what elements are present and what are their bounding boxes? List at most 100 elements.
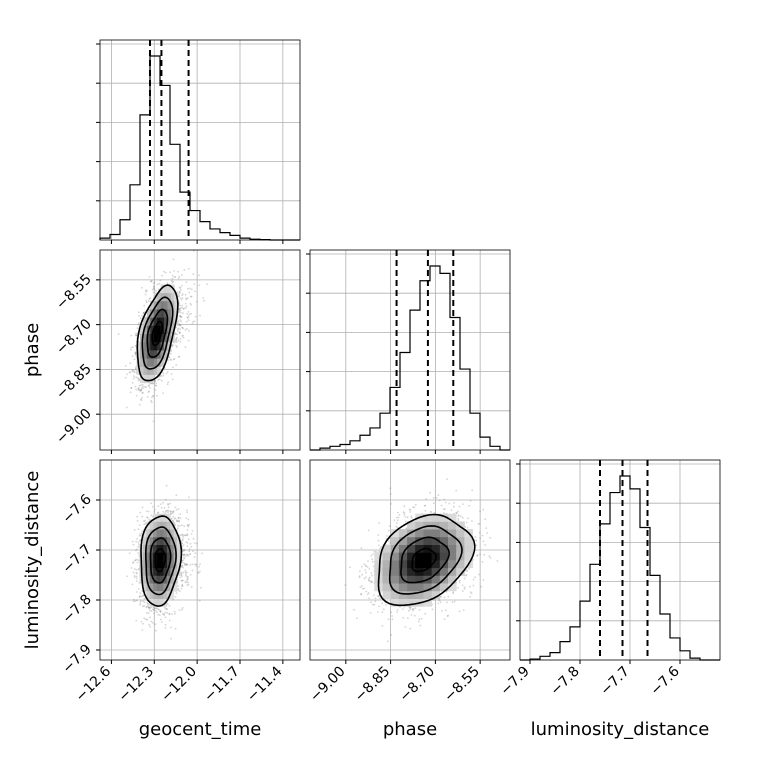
sample-point (187, 581, 189, 584)
sample-point (169, 502, 171, 505)
sample-point (152, 607, 155, 609)
sample-point (389, 542, 391, 544)
sample-point (178, 519, 181, 522)
sample-point (143, 304, 146, 307)
sample-point (146, 516, 148, 519)
sample-point (181, 608, 183, 611)
sample-point (136, 548, 138, 551)
sample-point (150, 280, 153, 282)
sample-point (147, 603, 149, 605)
sample-point (176, 520, 178, 523)
sample-point (178, 355, 181, 358)
sample-point (187, 311, 190, 313)
sample-point (173, 237, 175, 239)
sample-point (130, 567, 133, 569)
samples-phase-luminosity_distance (344, 478, 499, 643)
density-cell (160, 552, 164, 561)
density-cell (170, 544, 175, 553)
sample-point (181, 575, 183, 578)
sample-point (162, 374, 165, 377)
sample-point (186, 578, 189, 581)
sample-point (185, 534, 188, 536)
sample-point (160, 506, 163, 509)
sample-point (131, 382, 134, 384)
sample-point (190, 545, 193, 548)
sample-point (117, 333, 120, 335)
sample-point (164, 623, 167, 626)
density-cell (143, 317, 148, 326)
density-cell (142, 560, 147, 569)
sample-point (141, 590, 144, 592)
sample-point (155, 629, 157, 632)
sample-point (148, 623, 151, 626)
sample-point (135, 332, 137, 335)
sample-point (185, 553, 188, 556)
sample-point (179, 309, 182, 312)
sample-point (164, 627, 167, 629)
sample-point (133, 370, 135, 373)
sample-point (193, 556, 196, 558)
sample-point (182, 566, 185, 569)
sample-point (173, 610, 176, 613)
sample-point (167, 359, 170, 361)
sample-point (177, 270, 180, 273)
sample-point (148, 298, 151, 300)
sample-point (184, 569, 187, 572)
density-cell (153, 590, 157, 599)
sample-point (179, 590, 181, 592)
sample-point (187, 268, 190, 270)
sample-point (135, 334, 138, 337)
sample-point (170, 373, 173, 375)
sample-point (179, 525, 181, 527)
sample-point (199, 314, 201, 317)
sample-point (145, 606, 148, 608)
sample-point (187, 287, 189, 290)
sample-point (185, 571, 188, 574)
sample-point (187, 583, 190, 586)
sample-point (138, 315, 140, 317)
sample-point (203, 299, 205, 302)
sample-point (182, 556, 185, 559)
density-cell (167, 292, 172, 302)
sample-point (184, 571, 187, 574)
sample-point (139, 592, 142, 595)
sample-point (177, 277, 180, 280)
sample-point (190, 312, 192, 315)
sample-point (188, 291, 191, 294)
sample-point (156, 283, 159, 286)
density-cell (153, 583, 157, 592)
sample-point (153, 288, 156, 291)
sample-point (153, 612, 155, 615)
density-cell (173, 567, 178, 576)
sample-point (187, 518, 190, 521)
sample-point (177, 339, 180, 342)
density-cell (149, 560, 154, 569)
sample-point (152, 287, 155, 290)
sample-point (135, 388, 138, 391)
density-cell (143, 374, 148, 384)
sample-point (140, 534, 142, 537)
sample-point (179, 297, 182, 299)
sample-point (148, 518, 151, 521)
density-cell (160, 513, 164, 522)
sample-point (134, 351, 137, 353)
sample-point (185, 297, 188, 300)
density-cell (149, 575, 154, 584)
density-cell (157, 341, 161, 351)
sample-point (466, 569, 469, 572)
sample-point (138, 540, 141, 542)
sample-point (150, 514, 153, 517)
sample-point (189, 287, 191, 290)
density-cell (146, 333, 151, 343)
sample-point (178, 293, 180, 296)
sample-point (181, 565, 184, 567)
sample-point (192, 320, 195, 323)
sample-point (143, 617, 146, 620)
density-cell (166, 583, 171, 592)
sample-point (179, 287, 182, 289)
sample-point (150, 606, 153, 609)
sample-point (154, 380, 156, 382)
sample-point (145, 299, 148, 302)
sample-point (181, 584, 184, 587)
density-cell (164, 333, 168, 343)
